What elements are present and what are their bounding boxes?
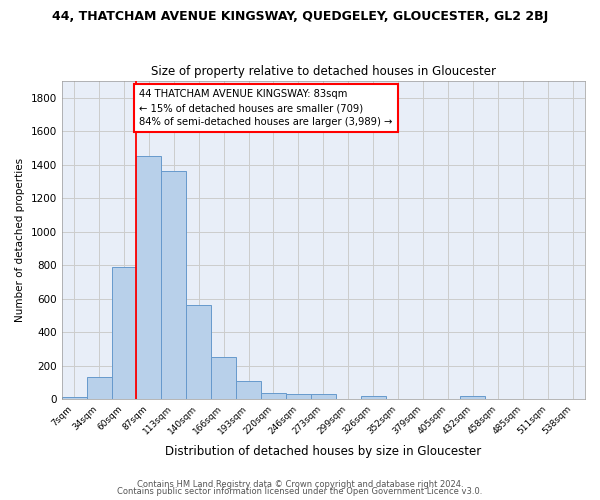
- Title: Size of property relative to detached houses in Gloucester: Size of property relative to detached ho…: [151, 66, 496, 78]
- Bar: [112, 267, 136, 399]
- Bar: [161, 172, 186, 399]
- Bar: [136, 156, 161, 399]
- Bar: [62, 396, 86, 399]
- Text: 44 THATCHAM AVENUE KINGSWAY: 83sqm
← 15% of detached houses are smaller (709)
84: 44 THATCHAM AVENUE KINGSWAY: 83sqm ← 15%…: [139, 90, 393, 128]
- Bar: [286, 394, 311, 399]
- Bar: [236, 381, 261, 399]
- Bar: [311, 394, 336, 399]
- Bar: [460, 396, 485, 399]
- Bar: [261, 394, 286, 399]
- Text: 44, THATCHAM AVENUE KINGSWAY, QUEDGELEY, GLOUCESTER, GL2 2BJ: 44, THATCHAM AVENUE KINGSWAY, QUEDGELEY,…: [52, 10, 548, 23]
- X-axis label: Distribution of detached houses by size in Gloucester: Distribution of detached houses by size …: [165, 444, 481, 458]
- Bar: [211, 358, 236, 399]
- Y-axis label: Number of detached properties: Number of detached properties: [15, 158, 25, 322]
- Text: Contains HM Land Registry data © Crown copyright and database right 2024.: Contains HM Land Registry data © Crown c…: [137, 480, 463, 489]
- Text: Contains public sector information licensed under the Open Government Licence v3: Contains public sector information licen…: [118, 487, 482, 496]
- Bar: [186, 304, 211, 399]
- Bar: [86, 378, 112, 399]
- Bar: [361, 396, 386, 399]
